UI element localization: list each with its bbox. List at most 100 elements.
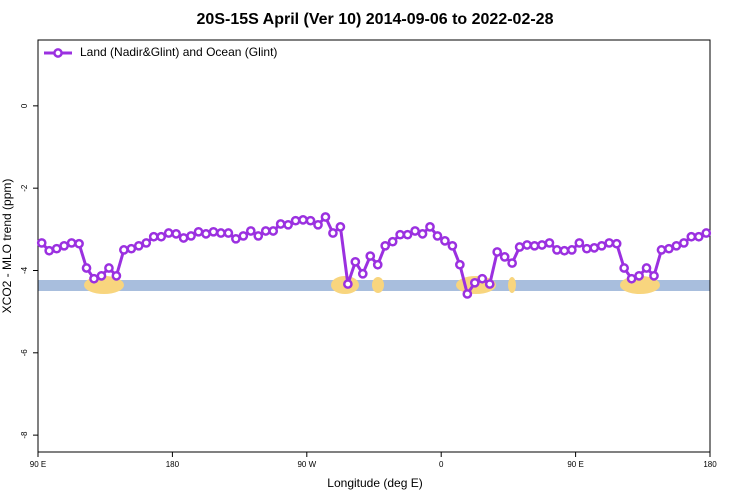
point xyxy=(395,229,405,240)
point xyxy=(626,273,637,284)
point xyxy=(537,240,547,250)
y-tick-label: -4 xyxy=(20,266,29,274)
point xyxy=(126,243,137,254)
point xyxy=(634,270,644,281)
point xyxy=(81,263,92,273)
point xyxy=(701,228,712,238)
point xyxy=(455,259,465,270)
point xyxy=(440,236,450,246)
point xyxy=(432,231,443,241)
point xyxy=(574,238,585,248)
point xyxy=(544,238,555,248)
point xyxy=(305,215,316,226)
x-tick-label: 90 E xyxy=(30,460,46,469)
point xyxy=(141,238,152,248)
x-tick-label: 180 xyxy=(166,460,180,469)
point xyxy=(148,231,159,242)
x-tick-label: 0 xyxy=(439,460,444,469)
point xyxy=(372,259,383,270)
x-tick-label: 180 xyxy=(703,460,717,469)
point xyxy=(641,263,652,273)
point xyxy=(283,219,293,230)
point xyxy=(686,231,697,242)
y-tick-label: -6 xyxy=(20,349,29,357)
point xyxy=(201,229,211,239)
point xyxy=(36,238,47,248)
x-tick-label: 90 E xyxy=(567,460,583,469)
point xyxy=(290,215,301,226)
point xyxy=(604,238,615,248)
point xyxy=(44,245,55,256)
point xyxy=(320,212,331,222)
point xyxy=(253,231,264,241)
y-tick-label: -2 xyxy=(20,184,29,192)
point xyxy=(186,231,196,241)
point xyxy=(410,226,420,236)
point xyxy=(656,245,667,255)
point xyxy=(596,240,607,251)
point xyxy=(581,243,592,254)
point xyxy=(298,215,308,225)
point xyxy=(156,231,167,242)
point xyxy=(223,228,234,238)
point xyxy=(679,238,689,248)
point xyxy=(380,240,391,251)
point xyxy=(425,222,435,232)
point xyxy=(611,238,622,249)
point xyxy=(171,229,181,239)
point xyxy=(589,243,600,253)
y-tick-label: -8 xyxy=(20,431,29,439)
point xyxy=(66,238,77,248)
point xyxy=(178,233,189,243)
point xyxy=(365,251,376,261)
point xyxy=(111,270,122,281)
point xyxy=(268,226,279,236)
point xyxy=(260,226,271,236)
y-axis-label: XCO2 - MLO trend (ppm) xyxy=(0,179,14,314)
point xyxy=(522,240,532,250)
point xyxy=(387,236,398,247)
point xyxy=(59,240,69,251)
point xyxy=(492,247,503,257)
point xyxy=(649,270,659,281)
legend-swatch-point xyxy=(53,48,63,58)
point xyxy=(507,258,517,268)
point xyxy=(343,279,353,289)
point xyxy=(328,228,338,238)
point xyxy=(447,240,458,251)
point xyxy=(529,240,540,251)
point xyxy=(357,268,368,279)
point xyxy=(51,243,62,254)
point xyxy=(96,270,107,281)
point xyxy=(693,231,704,242)
point xyxy=(163,228,174,238)
legend-label: Land (Nadir&Glint) and Ocean (Glint) xyxy=(80,45,277,59)
x-axis-label: Longitude (deg E) xyxy=(327,476,422,490)
point xyxy=(567,245,577,255)
surface-strip xyxy=(38,276,710,294)
point xyxy=(350,256,361,267)
point xyxy=(619,263,629,273)
point xyxy=(469,277,480,288)
point xyxy=(133,240,144,251)
point xyxy=(552,245,562,255)
point xyxy=(664,243,674,254)
chart-title: 20S-15S April (Ver 10) 2014-09-06 to 202… xyxy=(197,11,554,28)
point xyxy=(216,228,226,238)
point xyxy=(119,245,129,255)
point xyxy=(402,229,413,240)
point xyxy=(208,226,219,237)
point xyxy=(245,226,256,236)
point xyxy=(499,252,510,262)
point xyxy=(275,219,286,229)
point xyxy=(238,231,249,241)
point xyxy=(104,263,114,273)
point xyxy=(484,279,495,289)
y-tick-label: 0 xyxy=(20,103,29,108)
point xyxy=(74,238,84,249)
point xyxy=(559,245,570,256)
point xyxy=(671,240,682,251)
point xyxy=(89,273,99,284)
point xyxy=(193,226,204,237)
